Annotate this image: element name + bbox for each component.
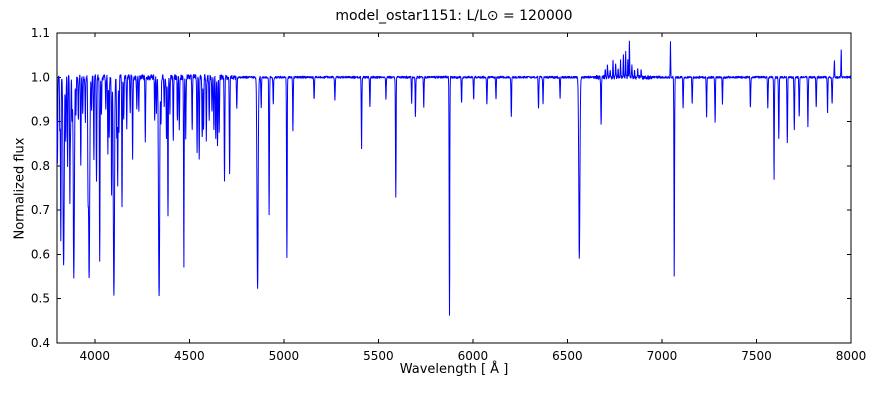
- y-tick-label: 0.5: [31, 292, 50, 306]
- y-tick-label: 1.1: [31, 26, 50, 40]
- x-tick-label: 5500: [363, 349, 394, 363]
- x-tick-label: 5000: [269, 349, 300, 363]
- x-tick-label: 6500: [552, 349, 583, 363]
- spectrum-line: [56, 40, 852, 316]
- y-tick-label: 0.9: [31, 115, 50, 129]
- x-tick-label: 7500: [741, 349, 772, 363]
- axes-frame: [56, 32, 852, 344]
- y-tick-label: 0.7: [31, 203, 50, 217]
- x-tick-label: 6000: [458, 349, 489, 363]
- y-tick-label: 0.6: [31, 247, 50, 261]
- x-tick-label: 7000: [647, 349, 678, 363]
- y-tick-label: 0.8: [31, 159, 50, 173]
- y-tick-label: 1.0: [31, 70, 50, 84]
- x-tick-label: 4000: [80, 349, 111, 363]
- x-tick-label: 8000: [836, 349, 867, 363]
- y-tick-label: 0.4: [31, 336, 50, 350]
- chart-title: model_ostar1151: L/L⊙ = 120000: [335, 8, 573, 24]
- x-tick-label: 4500: [174, 349, 205, 363]
- x-axis-label: Wavelength [ Å ]: [399, 362, 509, 377]
